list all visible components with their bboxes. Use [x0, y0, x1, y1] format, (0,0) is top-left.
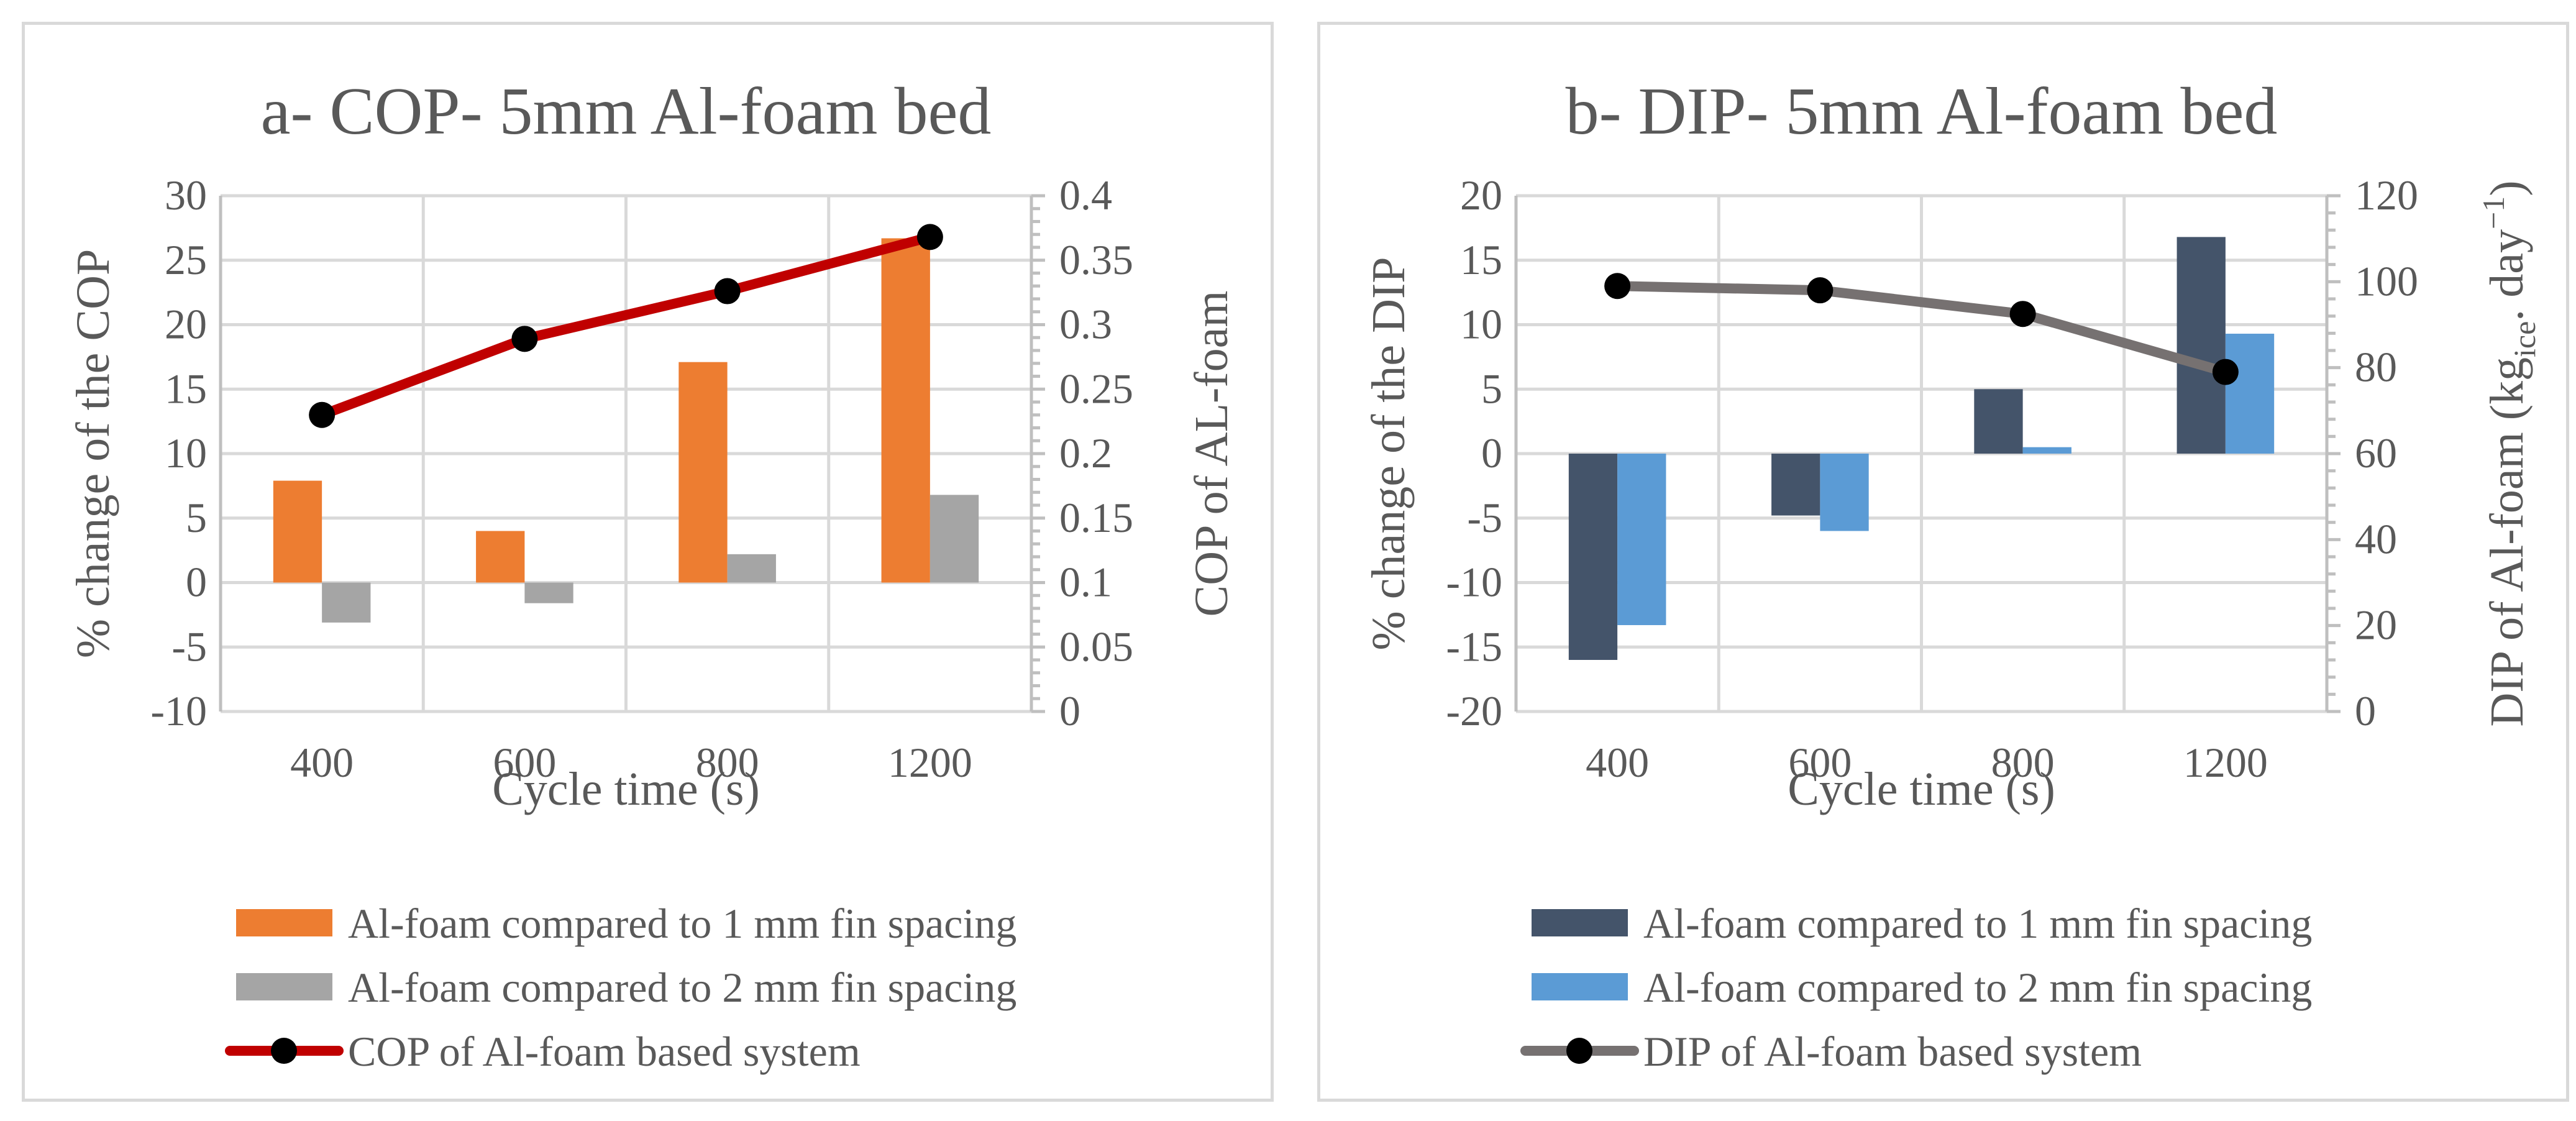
- legend-label: Al-foam compared to 1 mm fin spacing: [348, 900, 1016, 947]
- y-tick-label: -5: [171, 623, 207, 670]
- chart-title: a- COP- 5mm Al-foam bed: [261, 75, 992, 149]
- y2-axis-title-part: −1: [2476, 196, 2511, 229]
- x-tick-label: 800: [1991, 739, 2055, 786]
- y-tick-label: 0: [1481, 429, 1502, 477]
- y-tick-label: 5: [186, 494, 207, 541]
- y-axis-title: % change of the COP: [67, 249, 119, 659]
- legend-swatch: [1532, 909, 1628, 936]
- bar-2mm-600: [524, 582, 573, 603]
- y2-tick-label: 0.1: [1059, 559, 1112, 606]
- y2-tick-label: 20: [2355, 602, 2397, 649]
- legend-marker: [1566, 1038, 1592, 1064]
- series-line: [1612, 281, 2231, 377]
- x-tick-label: 600: [1788, 739, 1852, 786]
- line-point-1200: [2212, 359, 2239, 385]
- legend-label: Al-foam compared to 2 mm fin spacing: [1643, 964, 2312, 1011]
- x-tick-label: 1200: [888, 739, 972, 786]
- y2-tick-label: 80: [2355, 344, 2397, 391]
- y-tick-label: -10: [150, 687, 207, 734]
- chart-panel-cop: a- COP- 5mm Al-foam bed -10 -5 0 5 10 15 20 25 30…: [22, 22, 1274, 1102]
- bar-1mm-1200: [2176, 237, 2226, 454]
- bar-1mm-400: [1568, 454, 1618, 660]
- bar-2mm-1200: [929, 495, 979, 583]
- y-tick-label: -5: [1467, 494, 1502, 541]
- legend-swatch: [1532, 973, 1628, 1000]
- bar-1mm-400: [273, 480, 322, 583]
- y2-tick-label: 0.2: [1059, 429, 1112, 477]
- bar-1mm-1200: [881, 238, 930, 583]
- legend-swatch: [236, 973, 332, 1000]
- legend-marker: [271, 1038, 297, 1064]
- bar-2mm-600: [1820, 454, 1869, 531]
- y2-tick-label: 0.4: [1059, 172, 1112, 219]
- y-tick-label: -10: [1446, 559, 1502, 606]
- y2-tick-label: 40: [2355, 515, 2397, 562]
- bar-1mm-600: [1771, 454, 1820, 516]
- y-tick-label: 30: [165, 172, 207, 219]
- x-axis-title: Cycle time (s): [1788, 763, 2055, 815]
- x-tick-label: 400: [1586, 739, 1649, 786]
- line-point-800: [714, 278, 741, 304]
- legend-label: Al-foam compared to 2 mm fin spacing: [348, 964, 1016, 1011]
- legend-label: DIP of Al-foam based system: [1643, 1028, 2142, 1075]
- y2-tick-label: 0.05: [1059, 623, 1133, 670]
- bar-2mm-800: [2022, 447, 2071, 454]
- y2-axis-title: COP of AL-foam: [1185, 291, 1238, 617]
- y-tick-label: 5: [1481, 365, 1502, 412]
- y2-tick-label: 0: [2355, 687, 2376, 734]
- line-point-600: [511, 326, 538, 352]
- bar-2mm-400: [322, 582, 371, 623]
- legend-label: COP of Al-foam based system: [348, 1028, 861, 1075]
- x-tick-label: 1200: [2183, 739, 2268, 786]
- y2-tick-label: 0.3: [1059, 301, 1112, 348]
- y-tick-label: 15: [1460, 236, 1502, 283]
- line-point-800: [2009, 301, 2036, 327]
- legend-swatch: [236, 909, 332, 936]
- dip-chart: b- DIP- 5mm Al-foam bed -20 -15 -10 -5 0 5 10 15…: [1363, 75, 2542, 1075]
- line-point-1200: [916, 224, 943, 250]
- series-line: [317, 232, 935, 420]
- y2-axis-title-part: DIP of Al-foam (kg: [2481, 357, 2533, 727]
- chart-title: b- DIP- 5mm Al-foam bed: [1566, 75, 2278, 149]
- y-tick-label: 10: [1460, 301, 1502, 348]
- bar-2mm-1200: [2225, 334, 2275, 454]
- bar-1mm-600: [476, 531, 525, 583]
- y2-tick-label: 0.35: [1059, 236, 1133, 283]
- y2-axis-title-part: ): [2481, 180, 2533, 196]
- y2-tick-label: 60: [2355, 429, 2397, 477]
- bar-2mm-400: [1617, 454, 1666, 625]
- y2-axis-title-part: . day: [2481, 229, 2533, 321]
- y2-axis-title: DIP of Al-foam (kgice. day−1): [2476, 180, 2542, 726]
- y-tick-label: 20: [1460, 172, 1502, 219]
- y-tick-label: 20: [165, 301, 207, 348]
- y-tick-label: 15: [165, 365, 207, 412]
- y-tick-label: 25: [165, 236, 207, 283]
- x-axis-title: Cycle time (s): [492, 763, 760, 815]
- bar-2mm-800: [727, 554, 776, 583]
- y-tick-label: -15: [1446, 623, 1502, 670]
- line-point-600: [1807, 277, 1834, 304]
- line-point-400: [1604, 273, 1631, 300]
- y2-tick-label: 100: [2355, 257, 2418, 304]
- y2-tick-label: 0.15: [1059, 494, 1133, 541]
- y2-tick-label: 120: [2355, 172, 2418, 219]
- y2-tick-label: 0.25: [1059, 365, 1133, 412]
- y-tick-label: 10: [165, 429, 207, 477]
- y2-tick-label: 0: [1059, 687, 1080, 734]
- y2-axis-title-part: ice: [2507, 321, 2542, 357]
- y-tick-label: -20: [1446, 687, 1502, 734]
- cop-chart: a- COP- 5mm Al-foam bed -10 -5 0 5 10 15 20 25 30…: [67, 75, 1238, 1075]
- line-point-400: [309, 401, 336, 428]
- legend-label: Al-foam compared to 1 mm fin spacing: [1643, 900, 2312, 947]
- x-tick-label: 600: [493, 739, 556, 786]
- chart-panel-dip: b- DIP- 5mm Al-foam bed -20 -15 -10 -5 0 5 10 15…: [1317, 22, 2569, 1102]
- y-tick-label: 0: [186, 559, 207, 606]
- x-tick-label: 800: [696, 739, 759, 786]
- y-axis-title: % change of the DIP: [1363, 257, 1415, 650]
- bar-1mm-800: [678, 362, 728, 583]
- bar-1mm-800: [1974, 389, 2023, 454]
- x-tick-label: 400: [290, 739, 354, 786]
